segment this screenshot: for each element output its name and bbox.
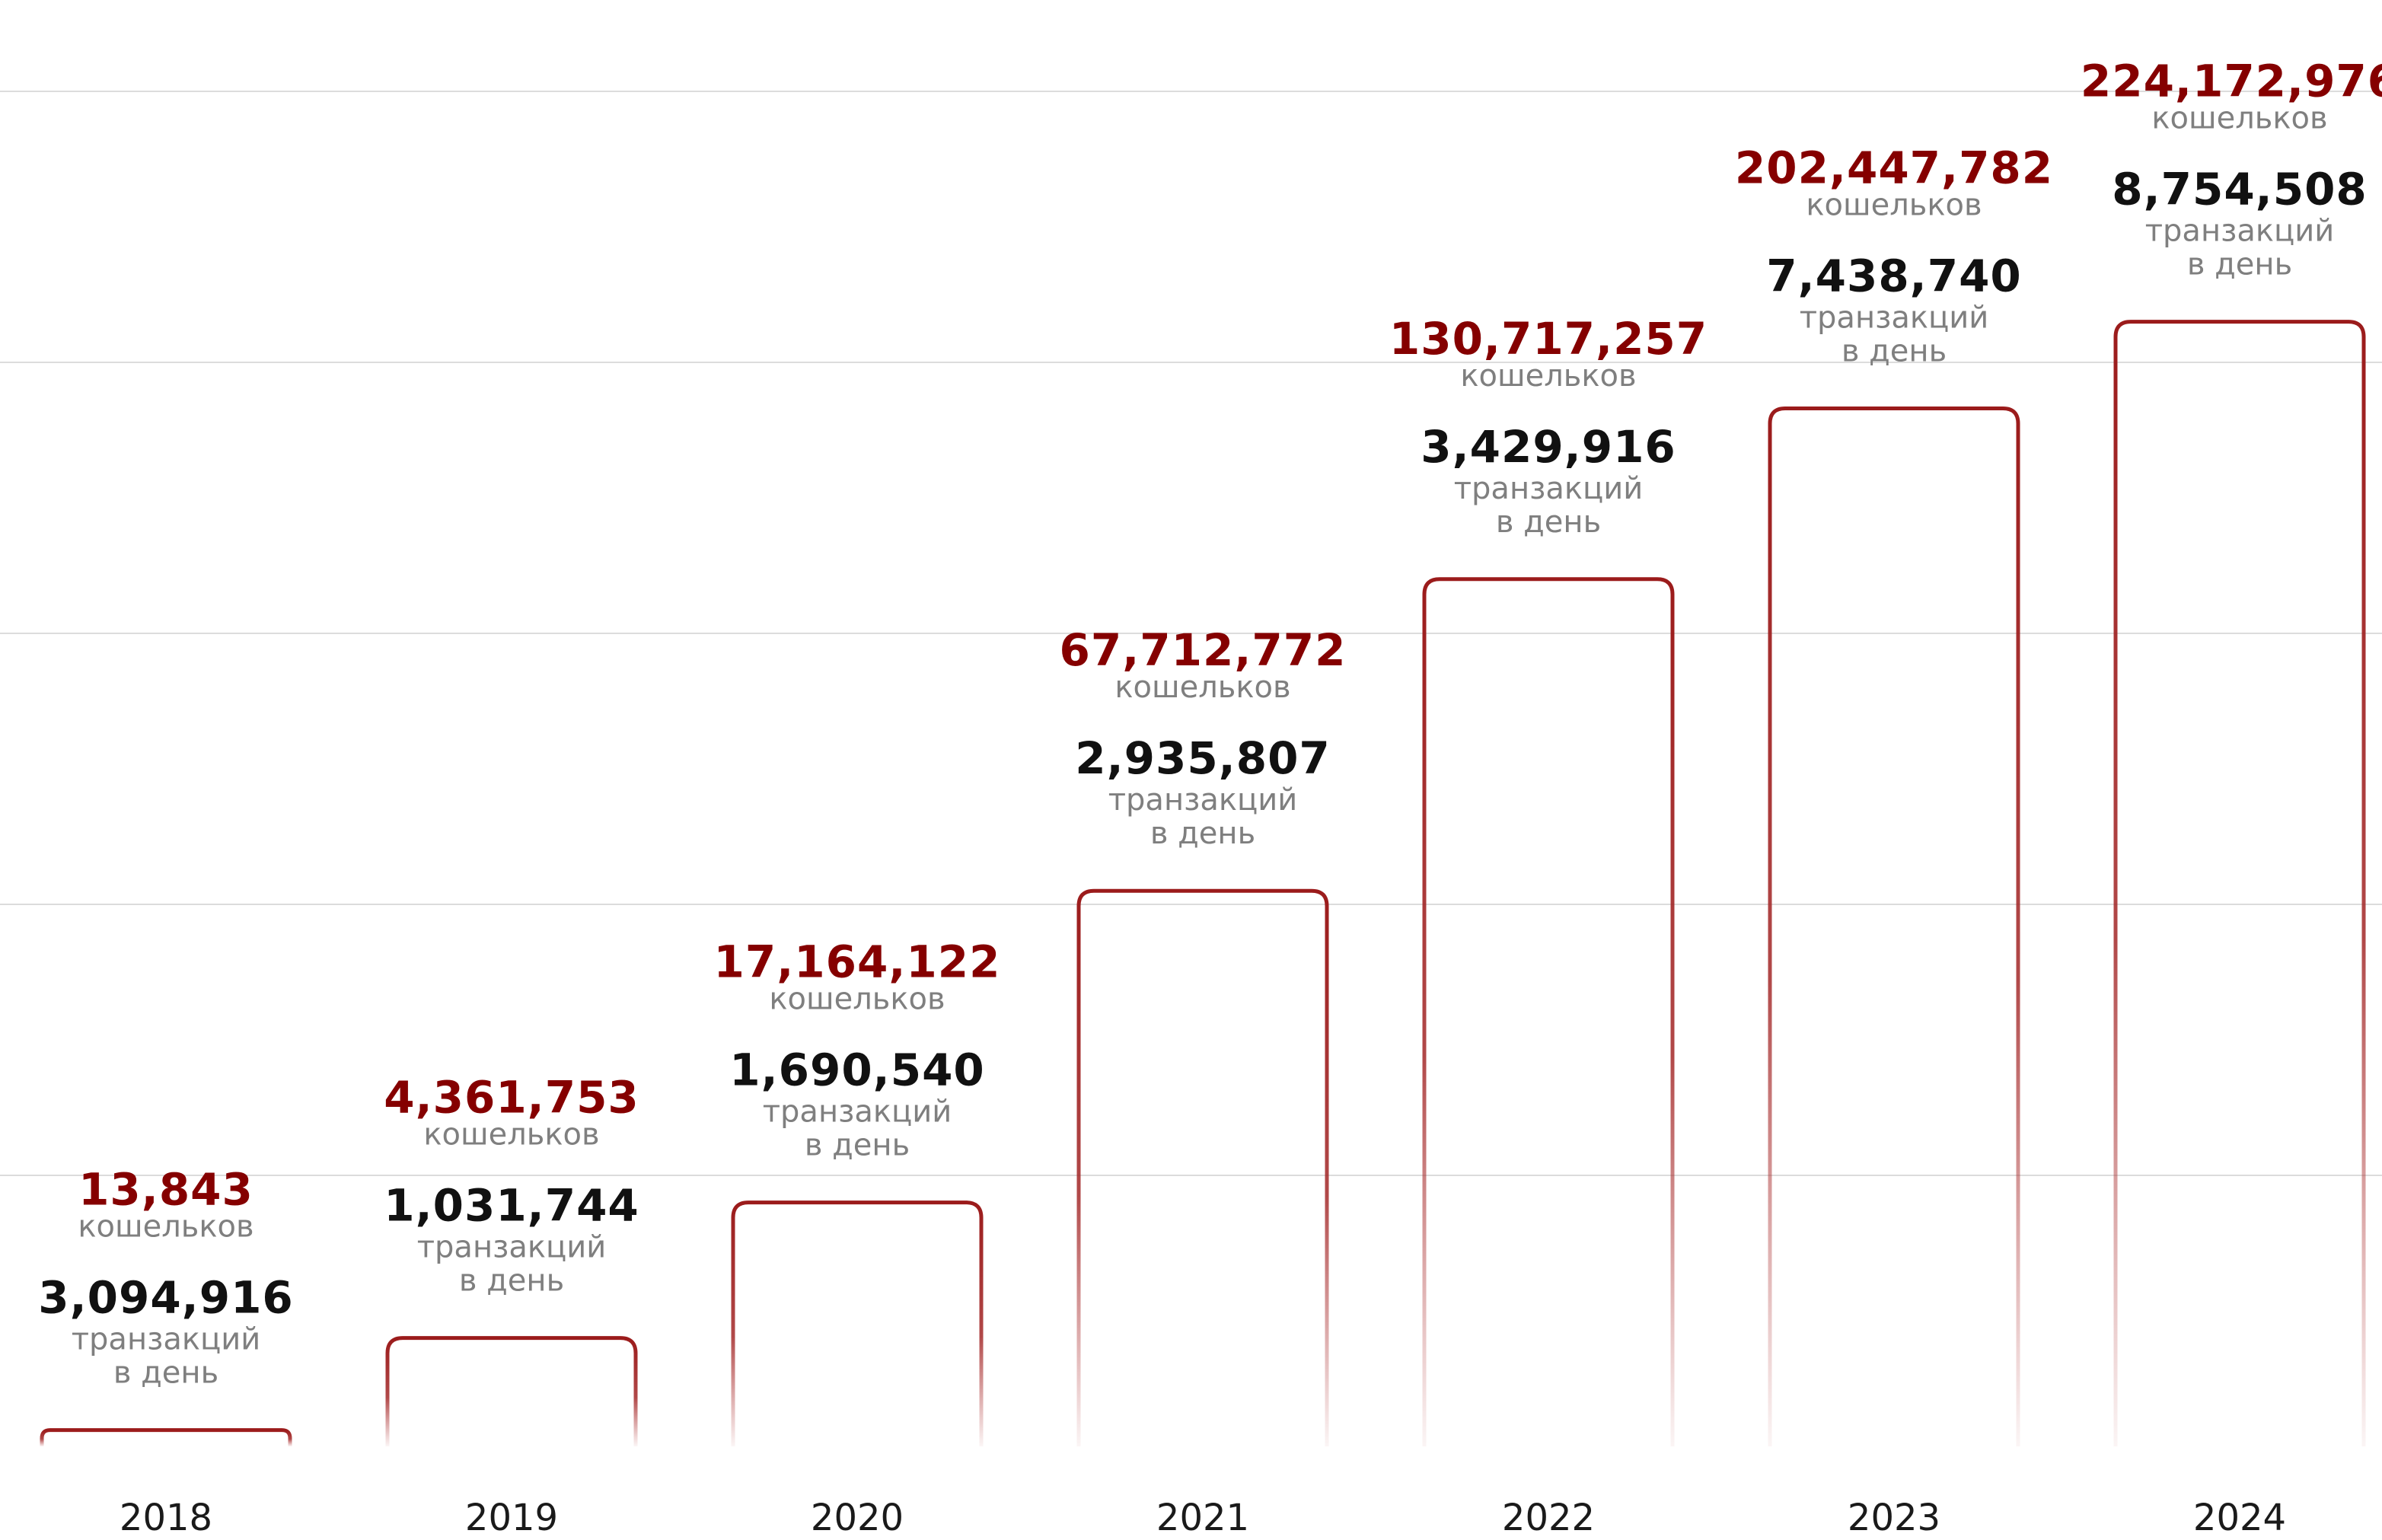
gridlines xyxy=(0,91,2382,1176)
transactions-unit-label: транзакций xyxy=(1108,783,1298,818)
transactions-per-day-label: в день xyxy=(113,1356,218,1391)
bar-2018 xyxy=(40,1428,292,1446)
transactions-value-2019: 1,031,744 xyxy=(384,1180,639,1232)
transactions-value-2023: 7,438,740 xyxy=(1766,250,2022,302)
transactions-per-day-label: в день xyxy=(459,1264,564,1299)
wallets-value-2022: 130,717,257 xyxy=(1389,313,1708,365)
bar-2020 xyxy=(731,1200,984,1446)
bar-2022 xyxy=(1422,577,1675,1446)
transactions-per-day-label: в день xyxy=(805,1128,910,1163)
transactions-per-day-label: в день xyxy=(1842,334,1947,369)
transactions-value-2018: 3,094,916 xyxy=(38,1272,294,1324)
transactions-value-2020: 1,690,540 xyxy=(729,1044,985,1096)
bar-2019 xyxy=(385,1336,638,1446)
x-tick-label-2024: 2024 xyxy=(2193,1497,2286,1539)
bar-2023 xyxy=(1768,407,2020,1446)
transactions-unit-label: транзакций xyxy=(417,1230,607,1265)
transactions-unit-label: транзакций xyxy=(2145,214,2335,249)
bar-2024 xyxy=(2113,320,2366,1446)
x-tick-label-2023: 2023 xyxy=(1848,1497,1940,1539)
wallets-unit-label: кошельков xyxy=(78,1210,254,1245)
wallets-value-2021: 67,712,772 xyxy=(1060,624,1347,676)
transactions-unit-label: транзакций xyxy=(763,1095,952,1130)
transactions-value-2024: 8,754,508 xyxy=(2112,164,2368,215)
x-tick-label-2021: 2021 xyxy=(1156,1497,1249,1539)
x-tick-label-2019: 2019 xyxy=(465,1497,558,1539)
wallets-unit-label: кошельков xyxy=(2151,101,2327,136)
wallets-value-2018: 13,843 xyxy=(78,1164,254,1216)
wallets-value-2023: 202,447,782 xyxy=(1735,142,2053,194)
x-axis: 2018 2019 2020 2021 2022 2023 2024 xyxy=(120,1497,2286,1539)
transactions-per-day-label: в день xyxy=(1150,816,1255,851)
transactions-unit-label: транзакций xyxy=(72,1322,261,1357)
wallets-value-2019: 4,361,753 xyxy=(384,1072,639,1124)
transactions-unit-label: транзакций xyxy=(1800,301,1989,336)
wallets-unit-label: кошельков xyxy=(423,1118,599,1153)
transactions-per-day-label: в день xyxy=(2187,247,2292,282)
wallets-value-2024: 224,172,976 xyxy=(2081,56,2382,107)
transactions-value-2021: 2,935,807 xyxy=(1075,732,1331,784)
wallets-unit-label: кошельков xyxy=(1114,670,1290,705)
wallets-unit-label: кошельков xyxy=(769,982,945,1017)
x-tick-label-2022: 2022 xyxy=(1502,1497,1595,1539)
transactions-value-2022: 3,429,916 xyxy=(1421,421,1676,473)
transactions-unit-label: транзакций xyxy=(1454,471,1644,506)
transactions-per-day-label: в день xyxy=(1496,505,1601,540)
wallets-unit-label: кошельков xyxy=(1460,359,1636,394)
bars xyxy=(40,320,2366,1446)
bar-2021 xyxy=(1076,888,1329,1446)
wallets-value-2020: 17,164,122 xyxy=(714,936,1001,988)
x-tick-label-2018: 2018 xyxy=(120,1497,212,1539)
wallets-unit-label: кошельков xyxy=(1806,188,1982,223)
x-tick-label-2020: 2020 xyxy=(811,1497,904,1539)
